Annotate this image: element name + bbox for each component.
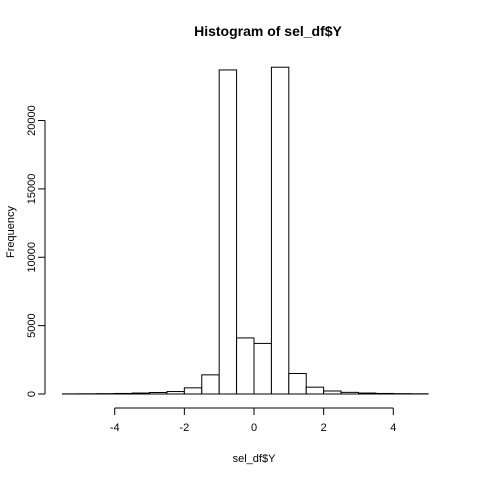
histogram-bar [115, 393, 132, 394]
x-tick-label: -4 [110, 422, 120, 434]
histogram-bar [341, 392, 358, 394]
x-axis: -4 -2 0 2 4 [110, 408, 397, 434]
y-axis-label: Frequency [5, 206, 17, 258]
histogram-bar [376, 393, 393, 394]
histogram-bar [150, 392, 167, 394]
histogram-bar [184, 388, 201, 394]
histogram-bar [167, 392, 184, 394]
histogram-bar [271, 67, 288, 394]
histogram-bar [132, 393, 149, 394]
histogram-bar [237, 338, 254, 394]
y-tick-label: 10000 [26, 242, 38, 273]
y-tick-label: 0 [26, 391, 38, 397]
histogram-bar [306, 387, 323, 394]
histogram-bar [358, 393, 375, 394]
histogram-bar [219, 70, 236, 394]
y-axis: 0 5000 10000 15000 20000 [26, 105, 45, 397]
bars-group [62, 67, 428, 394]
x-tick-label: 0 [251, 422, 257, 434]
x-axis-label: sel_df$Y [233, 453, 276, 465]
y-tick-label: 20000 [26, 105, 38, 136]
chart-title: Histogram of sel_df$Y [194, 23, 342, 39]
histogram-bar [202, 375, 219, 394]
histogram-bar [289, 373, 306, 394]
histogram-bar [324, 391, 341, 394]
x-tick-label: -2 [179, 422, 189, 434]
y-tick-label: 15000 [26, 174, 38, 205]
histogram-bar [254, 343, 271, 394]
x-tick-label: 2 [321, 422, 327, 434]
x-tick-label: 4 [390, 422, 396, 434]
y-tick-label: 5000 [26, 313, 38, 337]
